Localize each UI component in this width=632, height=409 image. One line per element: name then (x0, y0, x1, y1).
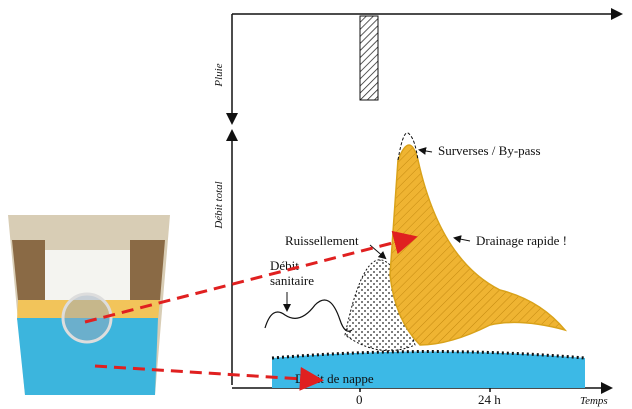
label: Ruissellement (285, 233, 359, 248)
label: Drainage rapide ! (476, 233, 567, 248)
tick-label: 0 (356, 392, 363, 407)
axis-label: Pluie (213, 63, 225, 87)
label: sanitaire (270, 273, 314, 288)
axis-label: Temps (580, 395, 608, 407)
label: Surverses / By-pass (438, 143, 541, 158)
label: Débit (270, 258, 299, 273)
figure: Pluie Débit total Temps 0 24 h Surverses… (0, 0, 632, 409)
tick-label: 24 h (478, 392, 501, 407)
sanitary-line (265, 300, 352, 331)
rain-bar (360, 16, 378, 100)
axis-label: Débit total (213, 181, 225, 229)
